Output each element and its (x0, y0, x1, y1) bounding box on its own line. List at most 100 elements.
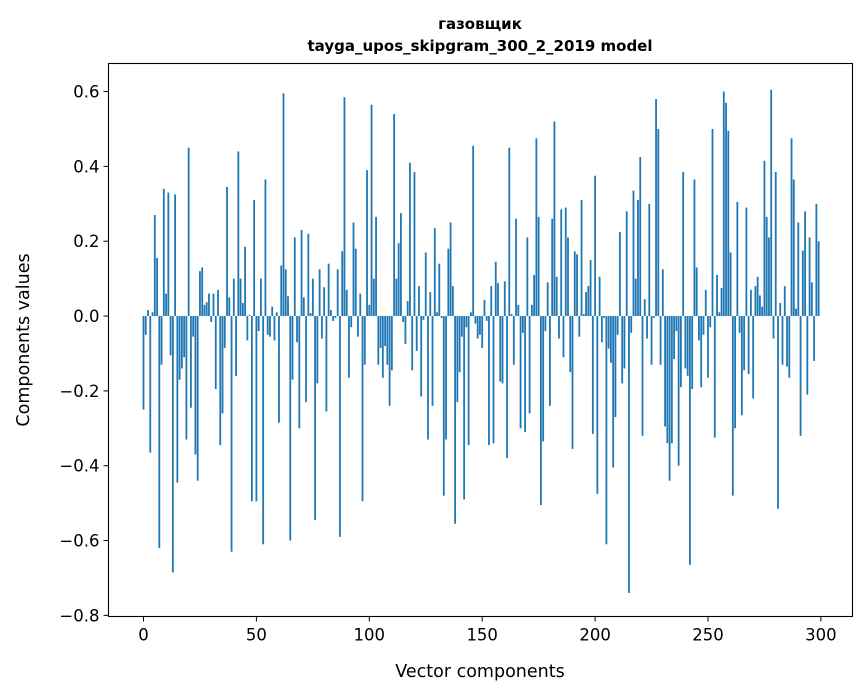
bar (400, 213, 402, 317)
bar (248, 314, 251, 317)
bar (230, 316, 233, 552)
bar (465, 316, 468, 328)
axes-frame (107, 62, 854, 618)
bar (659, 316, 662, 365)
bar (768, 237, 770, 317)
bar (580, 200, 583, 317)
bar (190, 316, 192, 408)
y-tick-label: 0.4 (73, 157, 99, 176)
bar (781, 316, 784, 365)
bar (521, 316, 524, 333)
bar (250, 316, 253, 502)
bar (490, 286, 493, 317)
bar (519, 316, 522, 429)
bar (266, 316, 269, 335)
bar (759, 295, 761, 317)
bar (494, 261, 497, 317)
bar (314, 316, 317, 520)
bar (379, 316, 382, 348)
bar (458, 316, 461, 373)
bar (262, 316, 265, 545)
bar (555, 276, 558, 317)
bar (336, 269, 339, 317)
bar (397, 243, 400, 317)
x-tick-label: 200 (579, 626, 611, 645)
bar (634, 278, 637, 317)
bar (269, 316, 271, 337)
bar (738, 316, 741, 333)
bar (763, 160, 766, 317)
bar (271, 306, 274, 317)
bar (576, 254, 578, 317)
bar (433, 228, 436, 317)
bar (372, 278, 375, 317)
bar (178, 316, 181, 380)
bar (756, 276, 759, 317)
bar (661, 269, 664, 317)
bar (499, 316, 502, 382)
bar (609, 316, 612, 363)
bar (223, 316, 226, 348)
bar (729, 252, 732, 317)
bar (481, 316, 484, 348)
bar (476, 316, 479, 339)
bar (689, 316, 691, 565)
bar (187, 147, 190, 317)
bar (463, 316, 466, 500)
bar (483, 299, 486, 317)
bar (415, 316, 418, 351)
bar (643, 299, 646, 317)
bar (607, 316, 610, 349)
bar (253, 200, 256, 317)
bar (567, 237, 569, 317)
bar (596, 316, 599, 494)
y-tick-label: 0.0 (73, 307, 99, 326)
bar (348, 316, 350, 378)
x-tick-label: 50 (246, 626, 267, 645)
bar (544, 316, 547, 332)
bar (808, 237, 811, 317)
bar (770, 89, 773, 317)
bar (503, 281, 506, 317)
bar (539, 316, 542, 506)
bar (743, 316, 746, 371)
bar (485, 316, 488, 321)
bar (585, 292, 587, 317)
bar (185, 316, 188, 440)
bar (339, 316, 341, 537)
bar (542, 316, 545, 442)
bar (381, 316, 384, 378)
bar (666, 316, 669, 444)
bar (212, 293, 215, 317)
bar (508, 147, 511, 317)
bar (167, 192, 170, 317)
bar (311, 278, 314, 317)
bar (316, 316, 319, 384)
bar (533, 274, 536, 317)
bar (817, 241, 820, 317)
bar (296, 316, 298, 343)
bar (673, 316, 676, 360)
bar (497, 283, 499, 317)
bar (693, 179, 696, 317)
bar (707, 316, 709, 378)
bar (300, 229, 303, 317)
bar (162, 188, 165, 317)
bar (691, 316, 694, 390)
bar (752, 316, 755, 399)
bar (720, 287, 723, 317)
bar (648, 203, 651, 317)
bar (727, 130, 730, 317)
bar (244, 246, 247, 317)
chart-title: газовщик (438, 15, 522, 33)
bar (652, 316, 655, 318)
bar (257, 316, 260, 332)
bar (330, 310, 332, 317)
bar (675, 316, 678, 332)
bar (377, 316, 380, 365)
bar (806, 316, 809, 395)
bar (393, 114, 396, 317)
bar (217, 289, 219, 317)
x-tick-label: 100 (354, 626, 386, 645)
